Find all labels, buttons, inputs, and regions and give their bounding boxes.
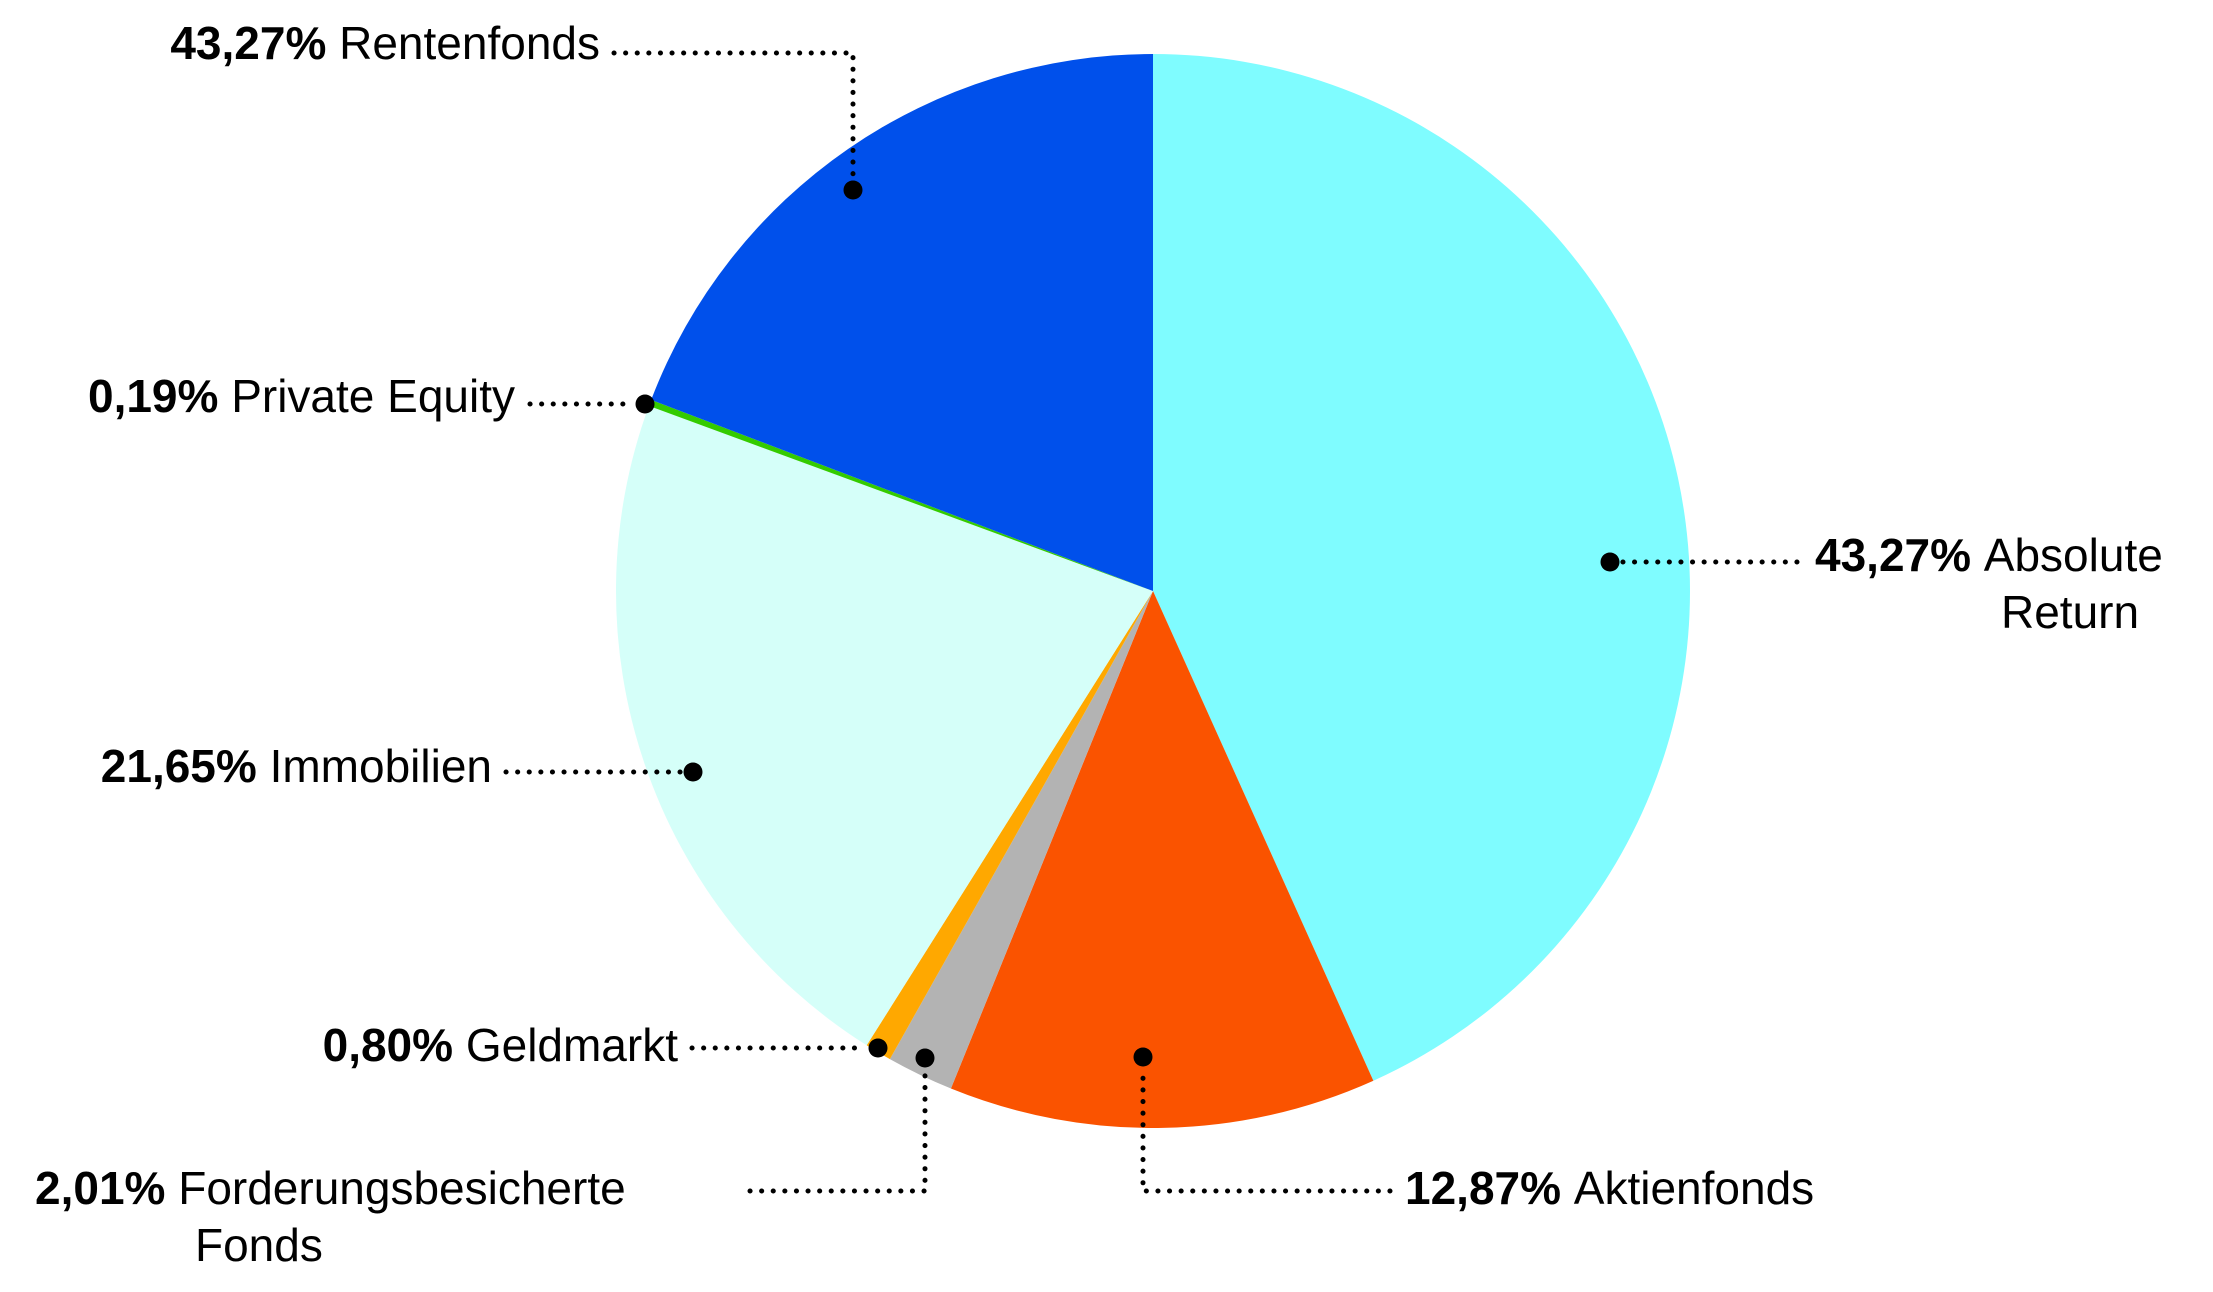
label-text: Private Equity	[218, 370, 515, 422]
leader-line-forderungsbesicherte-fonds	[747, 1069, 928, 1194]
label-percent: 12,87%	[1405, 1162, 1562, 1214]
pie-slice-absolute-return	[1153, 54, 1690, 1081]
label-percent: 43,27%	[1815, 529, 1972, 581]
pie-slice-aktienfonds	[950, 591, 1374, 1128]
marker-dot-geldmarkt	[868, 1038, 888, 1058]
pie-slice-immobilien	[616, 405, 1153, 1046]
marker-dot-immobilien	[683, 762, 703, 782]
leader-line-rentenfonds	[611, 50, 856, 180]
pie-slice-forderungsbesicherte-fonds	[889, 591, 1153, 1089]
label-text: Fonds	[195, 1219, 323, 1271]
label-text: Rentenfonds	[326, 17, 600, 69]
marker-dot-rentenfonds	[843, 180, 863, 200]
leader-line-aktienfonds	[1140, 1068, 1393, 1194]
pie-slice-rentenfonds	[651, 53, 1153, 591]
slice-label-forderungsbesicherte-fonds: 2,01% Forderungsbesicherte Fonds	[35, 1160, 755, 1274]
slice-label-rentenfonds: 43,27% Rentenfonds	[0, 15, 600, 72]
slice-label-immobilien: 21,65% Immobilien	[0, 738, 492, 795]
slice-label-absolute-return: 43,27% Absolute Return	[1815, 527, 2205, 641]
label-text: Immobilien	[256, 740, 492, 792]
label-percent: 43,27%	[170, 17, 327, 69]
marker-dot-aktienfonds	[1133, 1047, 1153, 1067]
label-percent: 2,01%	[35, 1162, 166, 1214]
pie-slice-geldmarkt	[866, 591, 1153, 1060]
label-percent: 0,80%	[322, 1019, 454, 1071]
marker-dot-private-equity	[635, 394, 655, 414]
label-text: Absolute	[1971, 529, 2163, 581]
pie-slice-private-equity	[648, 399, 1153, 591]
label-percent: 0,19%	[87, 370, 219, 422]
label-text: Aktienfonds	[1561, 1162, 1815, 1214]
marker-dot-forderungsbesicherte-fonds	[915, 1048, 935, 1068]
slice-label-private-equity: 0,19% Private Equity	[0, 368, 515, 425]
marker-dot-absolute-return	[1600, 552, 1620, 572]
label-text: Return	[2001, 586, 2140, 638]
slice-label-aktienfonds: 12,87% Aktienfonds	[1405, 1160, 1925, 1217]
slice-label-geldmarkt: 0,80% Geldmarkt	[80, 1017, 678, 1074]
label-percent: 21,65%	[100, 740, 257, 792]
label-text: Geldmarkt	[453, 1019, 678, 1071]
label-text: Forderungsbesicherte	[165, 1162, 626, 1214]
